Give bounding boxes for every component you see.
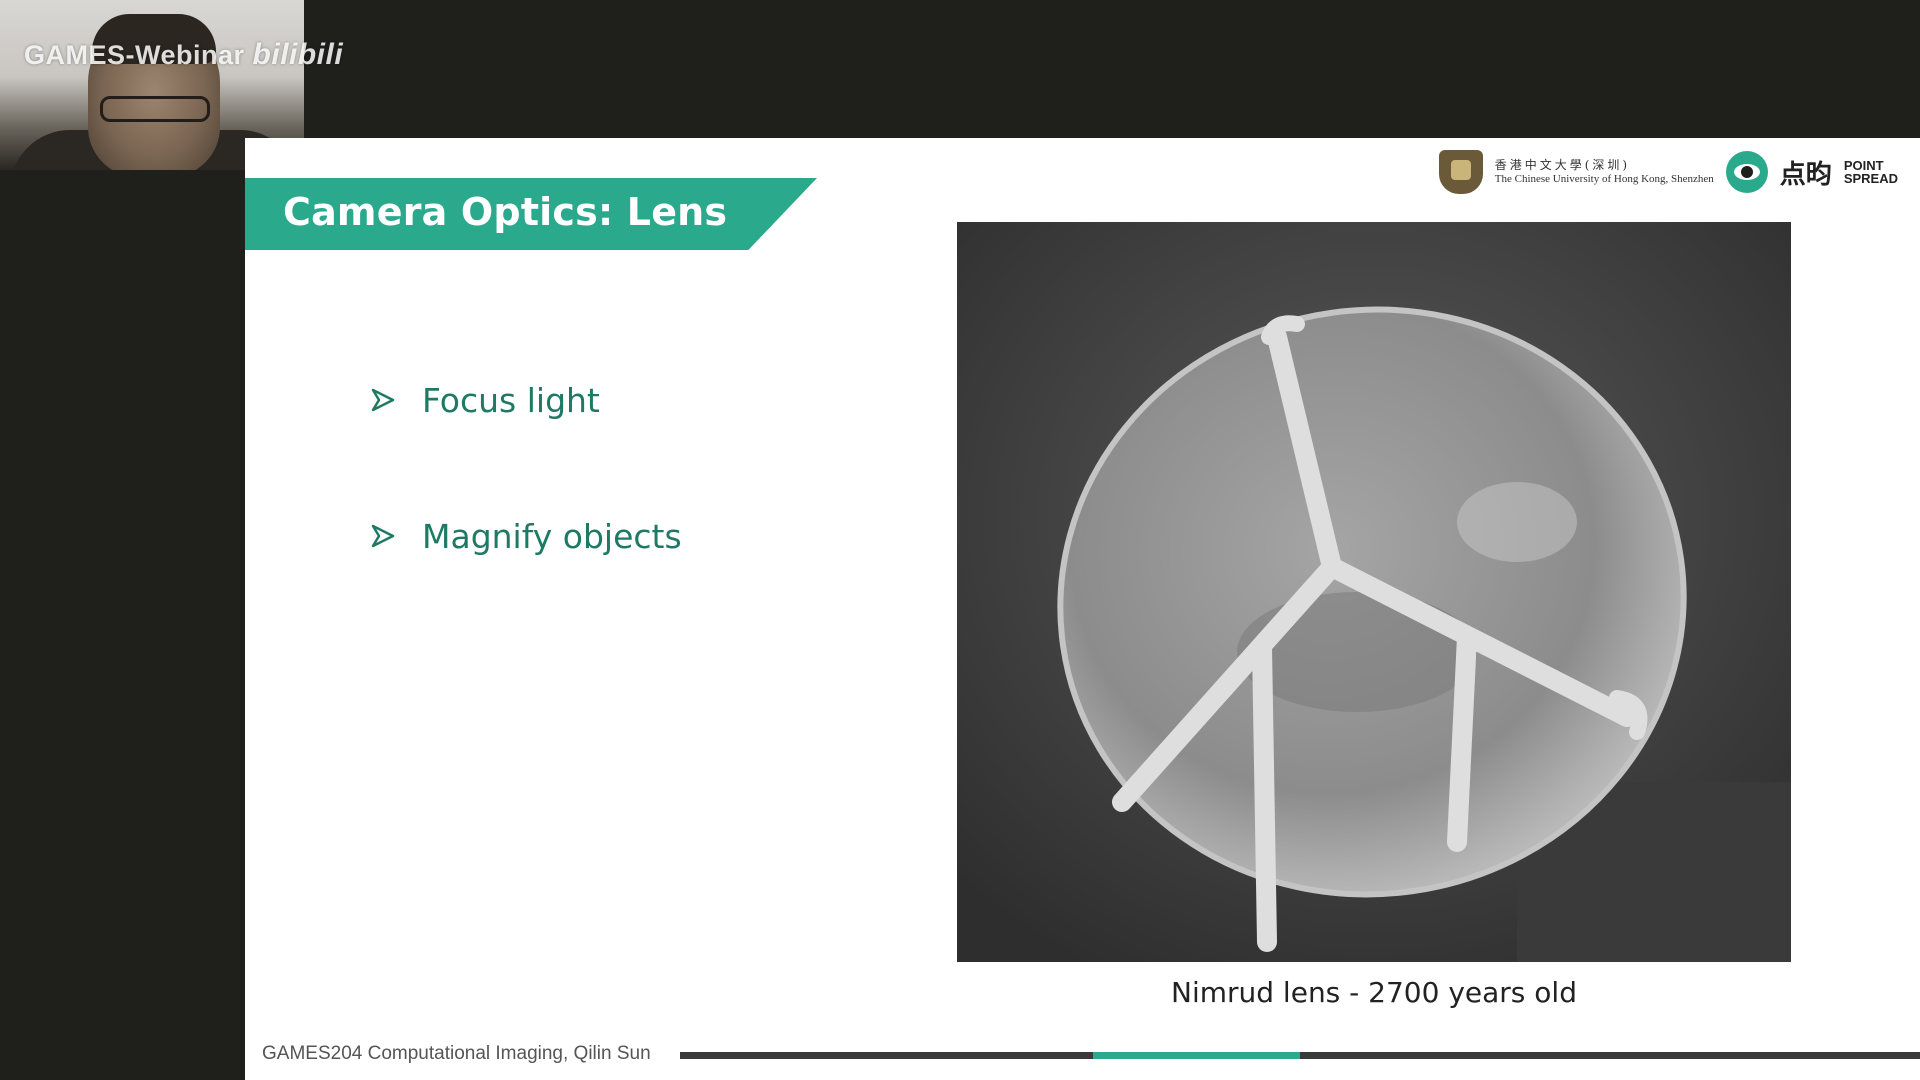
arrow-bullet-icon xyxy=(370,387,396,413)
bullet-list: Focus light Magnify objects xyxy=(370,370,682,642)
point-spread-eye-icon xyxy=(1725,151,1768,193)
university-logo: 香港中文大學(深圳) The Chinese University of Hon… xyxy=(1495,158,1714,186)
video-top-bar xyxy=(0,0,1920,138)
bullet-text: Focus light xyxy=(422,380,600,420)
logo-area: 香港中文大學(深圳) The Chinese University of Hon… xyxy=(1438,150,1898,194)
nimrud-lens-photo xyxy=(957,222,1791,962)
bullet-item: Focus light xyxy=(370,370,682,430)
video-watermark: GAMES-Webinar bilibili xyxy=(24,38,343,72)
university-crest-icon xyxy=(1438,150,1483,194)
slide-title: Camera Optics: Lens xyxy=(283,190,728,234)
speaker-hair xyxy=(92,14,216,64)
slide-progress-fill xyxy=(1093,1052,1300,1059)
lab-name-en-line1: POINT xyxy=(1843,158,1884,173)
lab-name-en: POINT SPREAD xyxy=(1844,159,1898,185)
lab-name-cn: 点昀 xyxy=(1779,159,1832,190)
watermark-text: GAMES-Webinar xyxy=(24,40,245,70)
presentation-slide: Camera Optics: Lens 香港中文大學(深圳) The Chine… xyxy=(245,138,1920,1080)
photo-caption: Nimrud lens - 2700 years old xyxy=(1171,976,1577,1009)
slide-footer: GAMES204 Computational Imaging, Qilin Su… xyxy=(262,1043,651,1064)
speaker-glasses xyxy=(100,96,210,122)
university-name-cn: 香港中文大學(深圳) xyxy=(1494,158,1631,173)
bilibili-logo: bilibili xyxy=(252,38,344,71)
title-banner xyxy=(245,178,817,250)
bullet-text: Magnify objects xyxy=(422,516,682,556)
university-name-en: The Chinese University of Hong Kong, She… xyxy=(1494,172,1714,185)
lab-name-en-line2: SPREAD xyxy=(1843,171,1898,186)
bullet-item: Magnify objects xyxy=(370,506,682,566)
slide-progress-bar xyxy=(680,1052,1920,1059)
speaker-webcam xyxy=(0,0,304,170)
nimrud-lens-illustration xyxy=(957,222,1791,962)
arrow-bullet-icon xyxy=(370,523,396,549)
